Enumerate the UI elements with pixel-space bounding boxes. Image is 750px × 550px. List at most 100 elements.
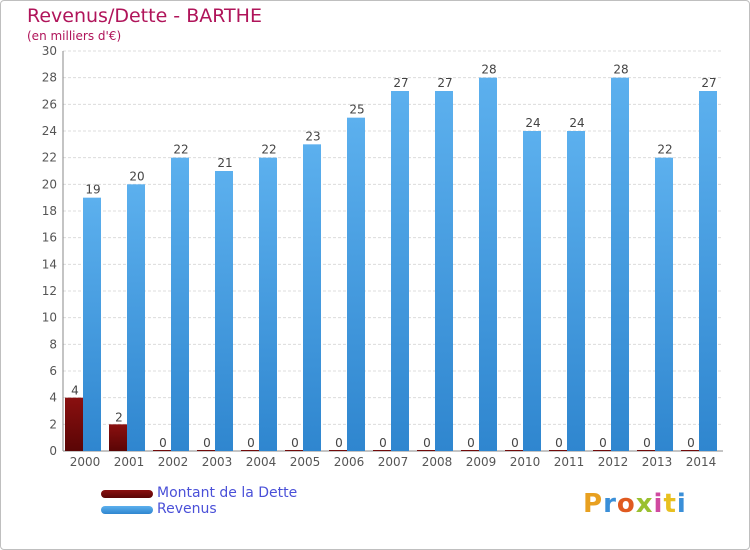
legend-label-revenus: Revenus xyxy=(157,501,217,517)
logo-letter: i xyxy=(653,489,664,519)
bar-revenus xyxy=(171,157,189,451)
y-tick-label: 14 xyxy=(42,257,57,271)
data-label-revenus: 22 xyxy=(261,143,276,157)
logo-letter: t xyxy=(663,489,677,519)
logo-letter: o xyxy=(616,489,636,519)
data-label-revenus: 27 xyxy=(701,76,716,90)
x-tick-label: 2010 xyxy=(510,455,541,469)
y-tick-label: 10 xyxy=(42,311,57,325)
bar-revenus xyxy=(391,91,409,451)
bar-revenus xyxy=(479,77,497,452)
data-label-dette: 0 xyxy=(203,436,211,450)
bar-revenus xyxy=(435,91,453,451)
bar-dette xyxy=(65,397,83,451)
data-label-dette: 0 xyxy=(159,436,167,450)
data-label-revenus: 19 xyxy=(85,183,100,197)
data-label-revenus: 27 xyxy=(393,76,408,90)
x-tick-label: 2000 xyxy=(70,455,101,469)
x-tick-label: 2003 xyxy=(202,455,233,469)
data-label-dette: 0 xyxy=(643,436,651,450)
legend-swatch-dette xyxy=(101,490,153,498)
data-label-dette: 2 xyxy=(115,410,123,424)
bar-dette xyxy=(373,450,391,451)
data-label-revenus: 24 xyxy=(569,116,584,130)
y-tick-label: 24 xyxy=(42,124,57,138)
y-tick-label: 20 xyxy=(42,177,57,191)
bar-dette xyxy=(153,450,171,451)
logo-letter: i xyxy=(676,489,687,519)
x-tick-label: 2006 xyxy=(334,455,365,469)
x-tick-label: 2004 xyxy=(246,455,277,469)
bar-revenus xyxy=(567,131,585,451)
bar-dette xyxy=(109,424,127,451)
y-tick-label: 26 xyxy=(42,97,57,111)
x-tick-label: 2005 xyxy=(290,455,321,469)
bar-dette xyxy=(197,450,215,451)
bar-dette xyxy=(593,450,611,451)
x-tick-label: 2001 xyxy=(114,455,145,469)
bar-dette xyxy=(329,450,347,451)
chart-title: Revenus/Dette - BARTHE xyxy=(27,5,262,27)
bar-revenus xyxy=(523,131,541,451)
x-tick-label: 2008 xyxy=(422,455,453,469)
data-label-dette: 4 xyxy=(71,384,79,398)
data-label-dette: 0 xyxy=(467,436,475,450)
bar-dette xyxy=(461,450,479,451)
x-tick-label: 2007 xyxy=(378,455,409,469)
data-label-revenus: 22 xyxy=(657,143,672,157)
x-tick-label: 2011 xyxy=(554,455,585,469)
logo-letter: x xyxy=(635,489,654,519)
data-label-dette: 0 xyxy=(511,436,519,450)
proxiti-logo: Proxiti xyxy=(583,489,687,519)
y-tick-label: 16 xyxy=(42,231,57,245)
bar-revenus xyxy=(83,197,101,451)
y-tick-label: 6 xyxy=(49,364,57,378)
data-label-dette: 0 xyxy=(599,436,607,450)
y-tick-label: 18 xyxy=(42,204,57,218)
bar-dette xyxy=(241,450,259,451)
y-tick-label: 28 xyxy=(42,71,57,85)
chart-subtitle: (en milliers d'€) xyxy=(27,29,122,43)
bar-revenus xyxy=(215,171,233,451)
logo-letter: r xyxy=(603,489,617,519)
bar-revenus xyxy=(699,91,717,451)
data-label-revenus: 28 xyxy=(481,63,496,77)
y-tick-label: 0 xyxy=(49,444,57,458)
data-label-dette: 0 xyxy=(379,436,387,450)
x-tick-label: 2012 xyxy=(598,455,629,469)
legend-label-dette: Montant de la Dette xyxy=(157,485,298,501)
y-tick-label: 2 xyxy=(49,417,57,431)
bar-dette xyxy=(417,450,435,451)
bar-revenus xyxy=(303,144,321,452)
bar-revenus xyxy=(611,77,629,452)
data-label-revenus: 21 xyxy=(217,156,232,170)
x-tick-label: 2013 xyxy=(642,455,673,469)
data-label-revenus: 27 xyxy=(437,76,452,90)
bar-dette xyxy=(637,450,655,451)
data-label-dette: 0 xyxy=(291,436,299,450)
data-label-dette: 0 xyxy=(247,436,255,450)
bar-dette xyxy=(681,450,699,451)
data-label-dette: 0 xyxy=(335,436,343,450)
y-tick-label: 4 xyxy=(49,391,57,405)
bar-dette xyxy=(285,450,303,451)
y-tick-label: 12 xyxy=(42,284,57,298)
data-label-revenus: 25 xyxy=(349,103,364,117)
x-tick-label: 2002 xyxy=(158,455,189,469)
data-label-revenus: 28 xyxy=(613,63,628,77)
data-label-dette: 0 xyxy=(555,436,563,450)
bar-revenus xyxy=(655,157,673,451)
data-label-revenus: 22 xyxy=(173,143,188,157)
bar-dette xyxy=(505,450,523,451)
data-label-revenus: 24 xyxy=(525,116,540,130)
bar-revenus xyxy=(347,117,365,452)
legend-swatch-revenus xyxy=(101,506,153,514)
y-tick-label: 30 xyxy=(42,44,57,58)
y-tick-label: 8 xyxy=(49,337,57,351)
data-label-revenus: 23 xyxy=(305,129,320,143)
x-tick-label: 2009 xyxy=(466,455,497,469)
data-label-dette: 0 xyxy=(687,436,695,450)
bar-revenus xyxy=(259,157,277,451)
